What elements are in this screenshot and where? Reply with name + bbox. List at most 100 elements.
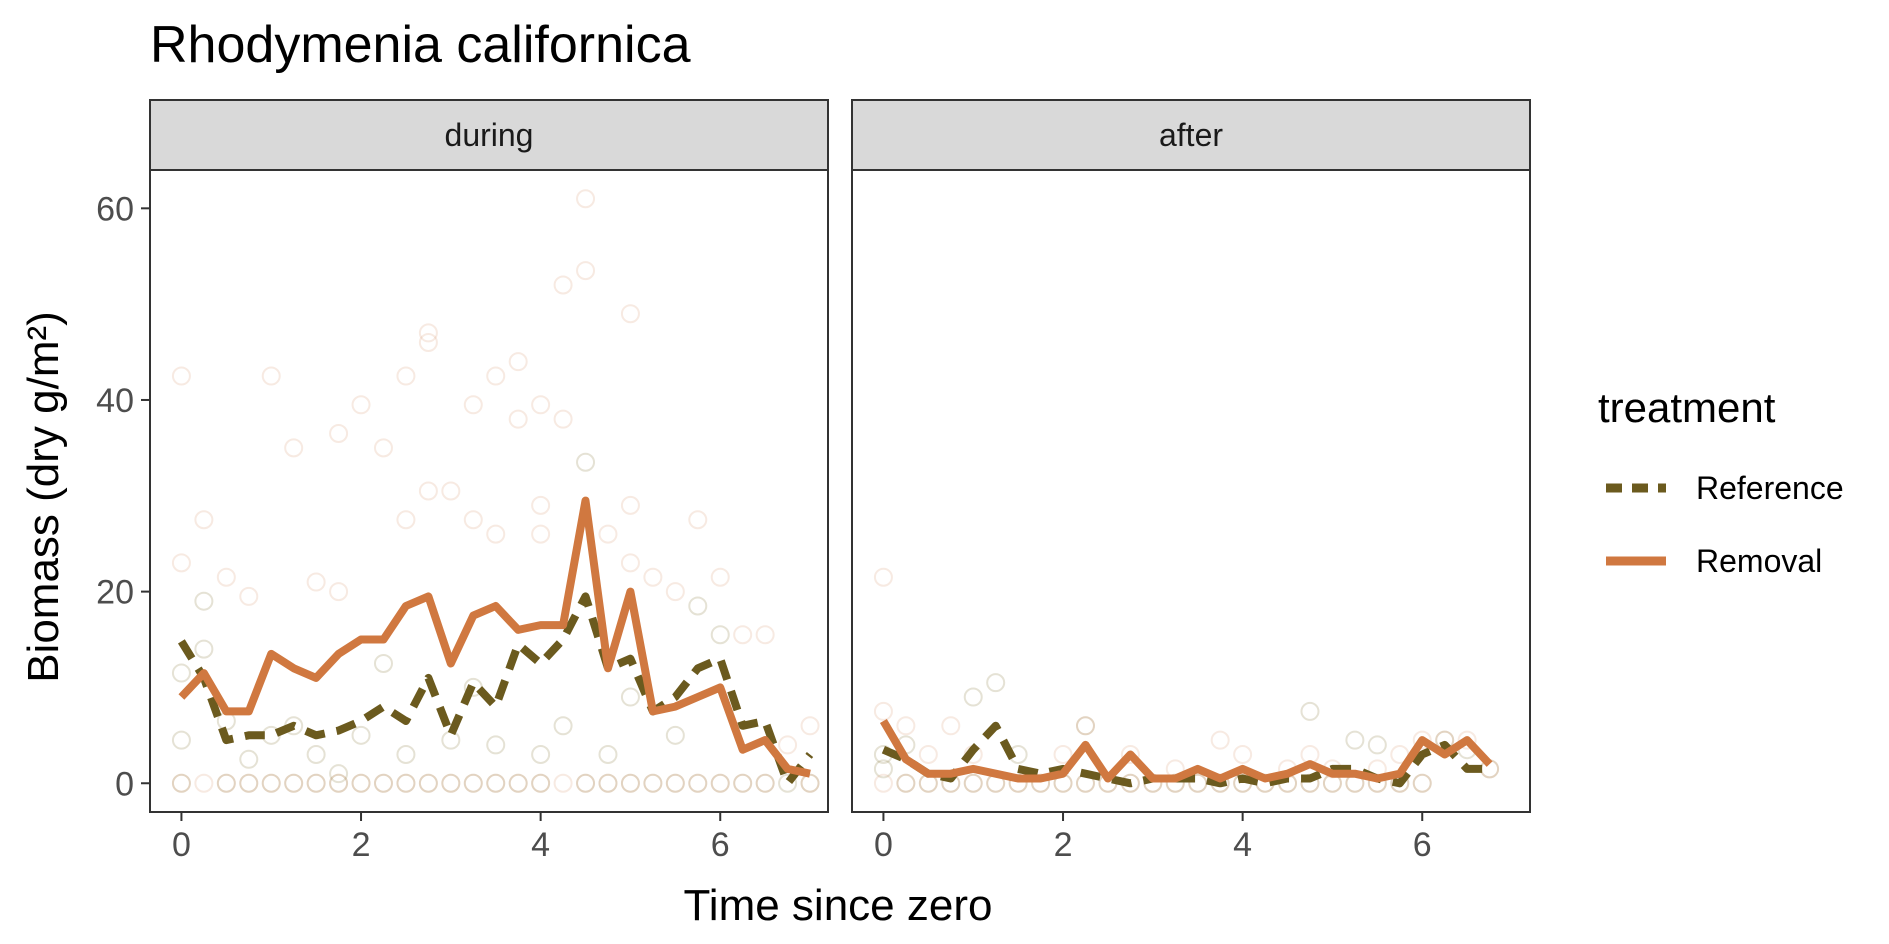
observation-point: [418, 481, 438, 501]
observation-point: [351, 773, 371, 793]
observation-point: [1300, 701, 1320, 721]
legend-title: treatment: [1598, 384, 1776, 431]
observation-point: [733, 773, 753, 793]
x-axis-title: Time since zero: [684, 881, 993, 930]
observation-point: [418, 773, 438, 793]
observation-point: [216, 567, 236, 587]
observation-point: [486, 524, 506, 544]
observation-point: [194, 639, 214, 659]
observation-point: [194, 510, 214, 530]
observation-point: [329, 773, 349, 793]
observation-point: [553, 773, 573, 793]
observation-point: [396, 510, 416, 530]
observation-point: [1412, 773, 1432, 793]
observation-point: [1457, 730, 1477, 750]
observation-point: [643, 567, 663, 587]
observation-point: [873, 567, 893, 587]
series-line-removal-during: [178, 496, 811, 778]
observation-point: [896, 773, 916, 793]
observation-point: [396, 773, 416, 793]
observation-point: [329, 582, 349, 602]
observation-point: [508, 352, 528, 372]
observation-point: [598, 773, 618, 793]
observation-point: [710, 625, 730, 645]
observation-point: [1188, 773, 1208, 793]
observation-point: [1075, 716, 1095, 736]
observation-point: [351, 773, 371, 793]
observation-point: [306, 773, 326, 793]
observation-point: [239, 773, 259, 793]
observation-point: [733, 625, 753, 645]
y-axis-title: Biomass (dry g/m²): [19, 311, 68, 683]
x-tick-label: 2: [352, 826, 371, 864]
observation-point: [620, 773, 640, 793]
observation-point: [373, 773, 393, 793]
observation-point: [396, 745, 416, 765]
legend-label-removal: Removal: [1696, 543, 1822, 579]
observation-point: [710, 773, 730, 793]
observation-point: [598, 773, 618, 793]
observation-point: [1075, 716, 1095, 736]
observation-point: [531, 524, 551, 544]
observation-point: [963, 773, 983, 793]
observation-point: [873, 701, 893, 721]
observation-point: [553, 716, 573, 736]
observation-point: [1053, 745, 1073, 765]
observation-point: [418, 332, 438, 352]
observation-point: [284, 773, 304, 793]
observation-point: [620, 495, 640, 515]
observation-point: [306, 572, 326, 592]
observation-point: [688, 596, 708, 616]
observation-point: [778, 773, 798, 793]
observation-point: [531, 773, 551, 793]
observation-point: [800, 716, 820, 736]
x-tick-label: 6: [711, 826, 730, 864]
observation-point: [441, 773, 461, 793]
strip-label-after: after: [1159, 117, 1223, 153]
observation-point: [598, 524, 618, 544]
observation-point: [486, 735, 506, 755]
observation-point: [688, 773, 708, 793]
observation-point: [665, 582, 685, 602]
observation-point: [508, 409, 528, 429]
observation-point: [710, 773, 730, 793]
observation-point: [261, 366, 281, 386]
y-tick-label: 20: [96, 574, 134, 612]
x-tick-label: 0: [172, 826, 191, 864]
observation-point: [463, 773, 483, 793]
observation-point: [216, 773, 236, 793]
observation-point: [239, 749, 259, 769]
observation-point: [620, 553, 640, 573]
observation-point: [1188, 773, 1208, 793]
observation-point: [508, 773, 528, 793]
observation-point: [329, 764, 349, 784]
observation-point: [508, 773, 528, 793]
observation-point: [531, 495, 551, 515]
panel-after: after 0 2 4 6: [851, 99, 1531, 864]
observation-point: [418, 323, 438, 343]
observation-point: [553, 275, 573, 295]
observation-point: [171, 366, 191, 386]
observation-point: [239, 586, 259, 606]
observation-point: [261, 773, 281, 793]
observation-point: [918, 745, 938, 765]
strip-label-during: during: [445, 117, 534, 153]
legend: treatment Reference Removal: [1598, 384, 1844, 579]
observation-point: [463, 395, 483, 415]
series-line-reference-after: [881, 721, 1490, 788]
observation-point: [665, 773, 685, 793]
x-tick-label: 4: [1233, 826, 1252, 864]
x-tick-label: 4: [531, 826, 550, 864]
series-line-reference-during: [177, 592, 814, 788]
observation-point: [418, 773, 438, 793]
observation-point: [1412, 730, 1432, 750]
observation-point: [306, 745, 326, 765]
observation-point: [963, 773, 983, 793]
observation-point: [688, 773, 708, 793]
observation-point: [486, 366, 506, 386]
observation-point: [463, 510, 483, 530]
strip-during: [149, 99, 829, 171]
observation-point: [1233, 745, 1253, 765]
x-tick-label: 0: [874, 826, 893, 864]
